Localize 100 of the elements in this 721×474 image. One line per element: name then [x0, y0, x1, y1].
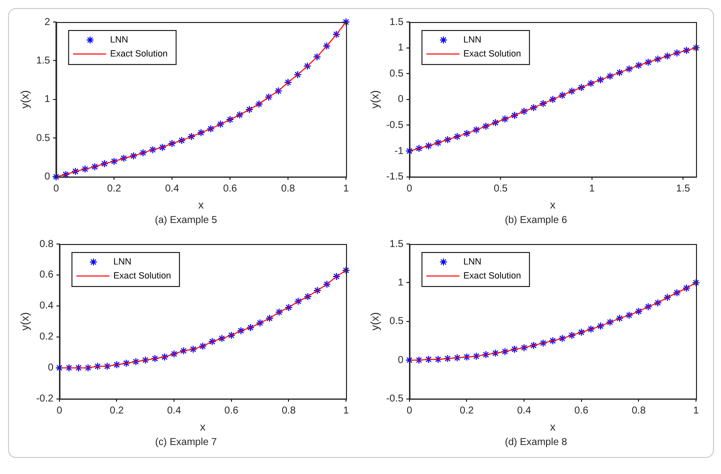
point — [424, 355, 433, 364]
point — [198, 342, 207, 350]
point — [180, 346, 188, 355]
y-tick-label: 0.5 — [390, 68, 404, 80]
y-tick-label: 1.5 — [390, 238, 404, 250]
point — [405, 147, 414, 155]
point — [414, 144, 423, 152]
x-tick-label: 0.2 — [460, 406, 474, 417]
point — [218, 334, 226, 342]
legend-label: Exact Solution — [113, 270, 171, 280]
point — [682, 46, 690, 54]
point — [150, 354, 159, 363]
point — [246, 324, 254, 332]
x-tick-label: 0.2 — [110, 406, 124, 417]
point — [284, 303, 293, 312]
x-tick-label: 0.4 — [165, 184, 180, 195]
point — [256, 318, 264, 327]
point — [568, 331, 576, 340]
point — [141, 356, 150, 364]
point — [74, 364, 83, 372]
point — [129, 152, 138, 160]
point — [148, 146, 157, 154]
point — [55, 364, 64, 372]
x-tick-label: 1 — [343, 184, 350, 195]
point — [294, 297, 302, 306]
point — [52, 172, 60, 181]
point — [548, 336, 557, 345]
point — [482, 350, 490, 359]
legend-label: LNN — [463, 34, 482, 44]
point — [692, 278, 700, 287]
x-tick-label: 1 — [693, 406, 700, 417]
point — [313, 52, 322, 61]
y-tick-label: -1.5 — [386, 172, 404, 183]
point — [606, 72, 614, 80]
point — [625, 311, 634, 320]
x-axis-title: x — [550, 421, 556, 434]
point — [64, 364, 73, 372]
point — [170, 350, 178, 358]
point — [510, 345, 519, 354]
y-tick-label: 0 — [398, 354, 404, 366]
x-tick-label: 0.8 — [281, 184, 296, 195]
point — [112, 360, 121, 369]
legend-label: Exact Solution — [463, 48, 521, 58]
point — [539, 339, 548, 348]
point — [189, 345, 198, 354]
point — [275, 308, 284, 316]
point — [216, 120, 224, 128]
point — [644, 302, 652, 311]
legend-label: Exact Solution — [110, 48, 168, 58]
point — [255, 100, 264, 108]
x-tick-label: 0 — [406, 184, 413, 195]
x-tick-label: 0 — [406, 406, 413, 417]
y-tick-label: 0.6 — [40, 270, 54, 281]
point — [284, 78, 292, 86]
y-tick-label: 0.4 — [40, 300, 54, 312]
x-tick-label: 0.4 — [517, 406, 532, 417]
point — [644, 58, 652, 66]
point — [586, 325, 595, 334]
point — [596, 322, 604, 330]
x-tick-label: 0.6 — [224, 406, 239, 417]
point — [236, 110, 244, 119]
point — [120, 154, 128, 162]
legend-label: LNN — [463, 256, 482, 266]
point — [472, 126, 480, 134]
point — [160, 353, 169, 362]
point — [103, 362, 112, 370]
point — [187, 132, 196, 141]
point — [110, 157, 118, 166]
point — [294, 70, 302, 79]
point — [274, 86, 282, 95]
point — [444, 354, 452, 363]
point — [616, 68, 624, 77]
point — [313, 286, 322, 294]
point — [332, 30, 340, 38]
point — [453, 354, 462, 362]
point — [304, 292, 312, 301]
point — [342, 18, 350, 26]
point — [322, 280, 331, 288]
point — [208, 338, 216, 346]
text: (a) Example 5 — [154, 215, 218, 226]
point — [303, 62, 312, 70]
text: (d) Example 8 — [504, 437, 568, 448]
point — [577, 84, 586, 92]
point — [654, 298, 662, 307]
y-tick-label: -0.5 — [386, 120, 404, 131]
point — [71, 167, 80, 176]
x-tick-label: 0.2 — [107, 184, 122, 195]
point — [462, 353, 471, 362]
point — [510, 111, 519, 120]
y-tick-label: 0.5 — [36, 132, 51, 144]
x-tick-label: 0.8 — [282, 406, 296, 417]
point — [692, 44, 700, 52]
y-axis-title: y(x) — [20, 90, 32, 109]
point — [81, 165, 90, 174]
point — [342, 266, 350, 274]
point — [462, 129, 471, 138]
y-tick-label: 1 — [44, 94, 51, 106]
point — [424, 142, 433, 150]
point — [568, 87, 576, 96]
x-tick-label: 1.5 — [676, 184, 690, 195]
